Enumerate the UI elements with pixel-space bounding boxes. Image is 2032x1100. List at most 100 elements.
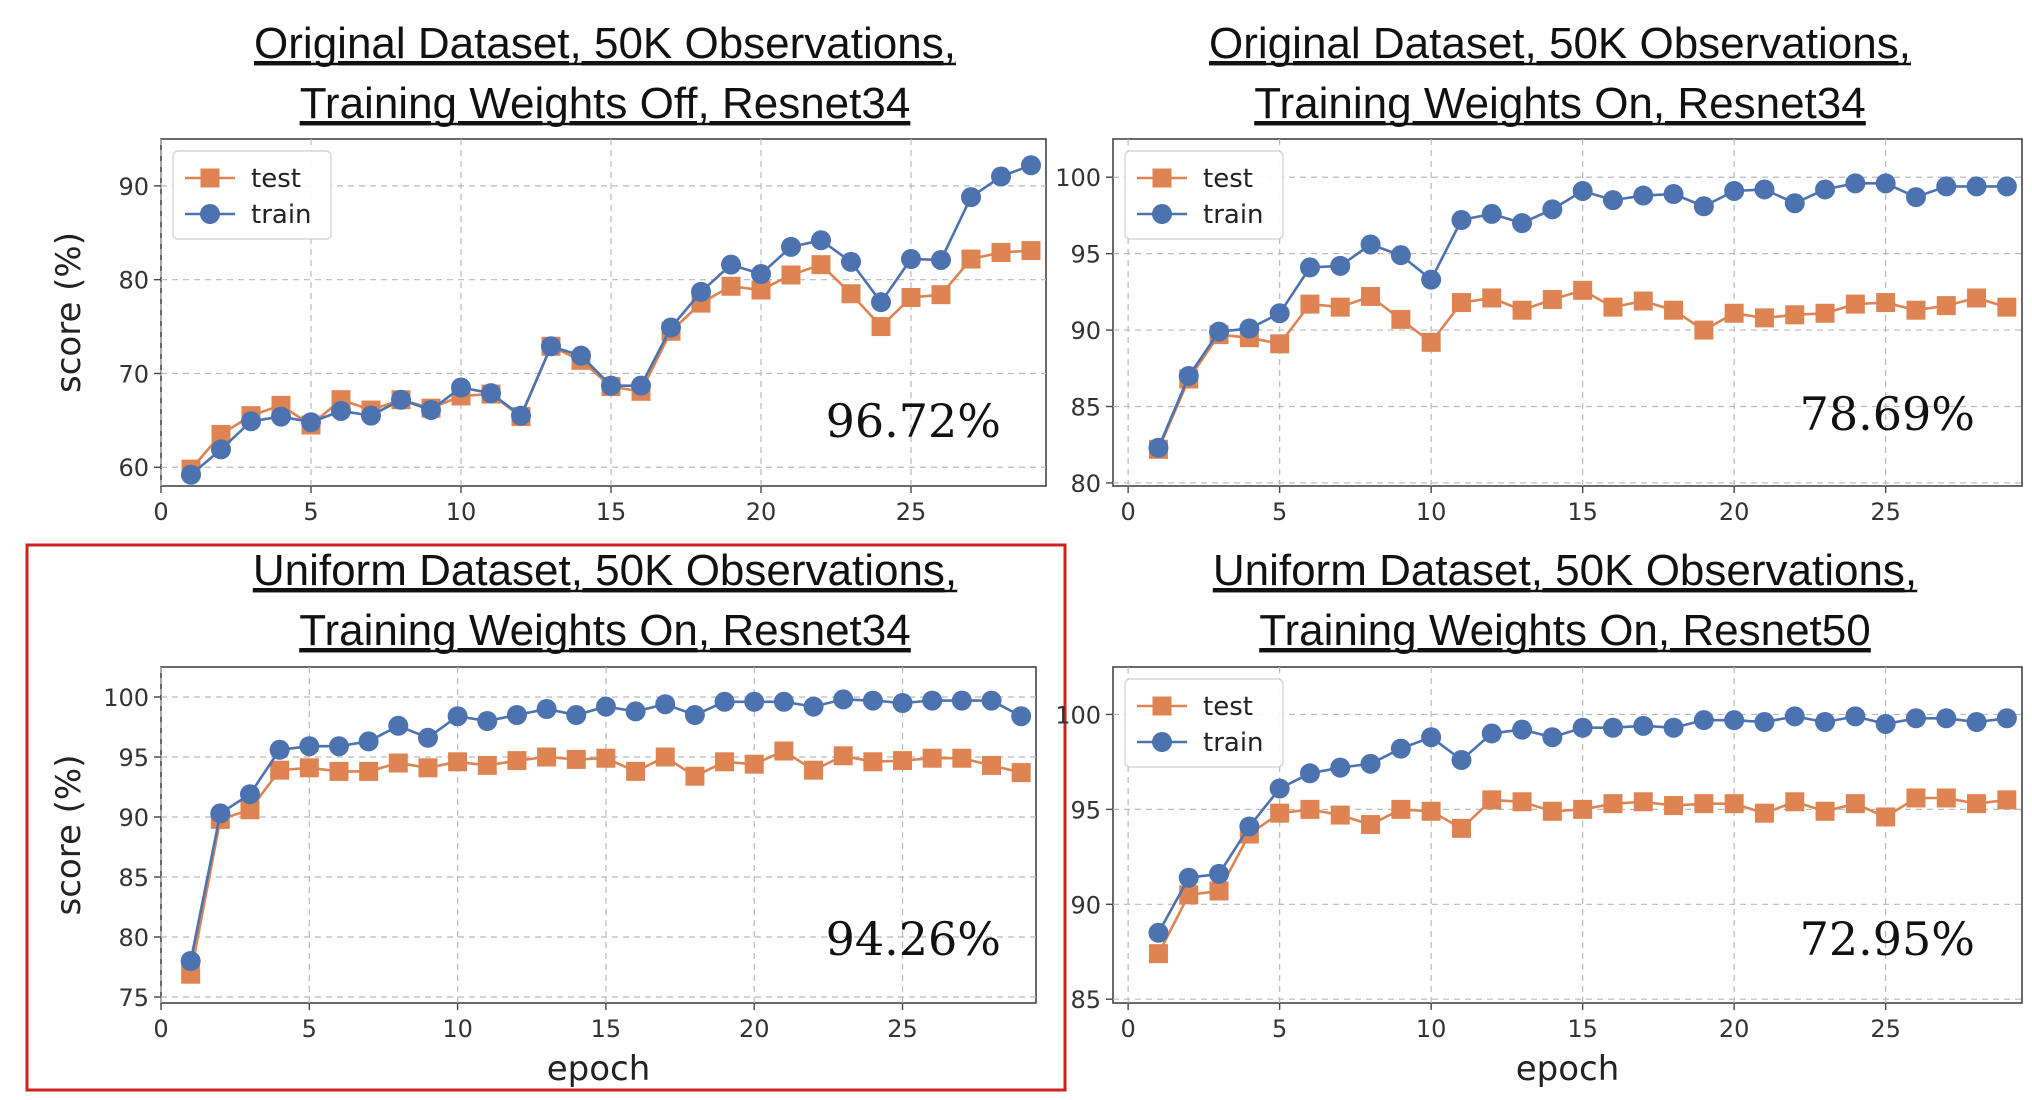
data-point-test — [952, 748, 972, 768]
data-point-train — [1875, 713, 1896, 734]
data-point-test — [1330, 805, 1350, 825]
chart-title-line-1: Uniform Dataset, 50K Observations, — [253, 546, 957, 595]
x-tick-label: 20 — [746, 498, 777, 526]
legend-label-test: test — [1203, 164, 1253, 194]
data-point-train — [1542, 199, 1563, 220]
data-point-train — [361, 405, 381, 426]
data-point-train — [1542, 727, 1563, 748]
data-point-train — [328, 736, 349, 757]
data-point-train — [1784, 193, 1805, 214]
data-point-train — [331, 400, 351, 421]
x-tick-label: 10 — [1416, 1015, 1447, 1043]
data-point-train — [892, 693, 913, 713]
data-point-test — [1845, 294, 1865, 314]
data-point-train — [1905, 708, 1926, 729]
data-point-test — [1815, 303, 1835, 323]
data-point-test — [448, 752, 468, 772]
data-point-train — [1239, 816, 1260, 837]
x-tick-label: 20 — [739, 1015, 770, 1043]
legend-label-test: test — [251, 164, 301, 194]
data-point-test — [922, 748, 942, 768]
data-point-test — [1906, 788, 1926, 808]
data-point-train — [744, 691, 765, 712]
data-point-test — [833, 746, 853, 766]
data-point-train — [421, 400, 441, 421]
data-point-test — [804, 760, 824, 780]
data-point-train — [862, 690, 883, 711]
data-point-test — [1542, 801, 1562, 821]
data-point-test — [1512, 792, 1532, 812]
data-point-train — [1481, 723, 1502, 744]
data-point-train — [922, 690, 943, 711]
data-point-train — [1663, 184, 1684, 205]
data-point-train — [1209, 321, 1230, 342]
data-point-test — [811, 255, 831, 275]
data-point-test — [1421, 332, 1441, 352]
data-point-train — [833, 689, 854, 710]
chart-title-line-2: Training Weights On, Resnet34 — [299, 606, 910, 655]
data-point-test — [901, 287, 921, 307]
data-point-test — [1967, 794, 1987, 814]
y-tick-label: 95 — [118, 744, 149, 772]
data-point-test — [751, 280, 771, 300]
data-point-test — [388, 753, 408, 773]
data-point-test — [1603, 794, 1623, 814]
data-point-test — [1876, 293, 1896, 313]
chart-title-line-1: Original Dataset, 50K Observations, — [1209, 19, 1911, 68]
data-point-train — [1421, 269, 1442, 290]
chart-title-line-1: Original Dataset, 50K Observations, — [254, 19, 956, 68]
data-point-train — [1845, 173, 1866, 194]
data-point-train — [1451, 750, 1472, 771]
data-point-test — [596, 748, 616, 768]
y-tick-label: 75 — [118, 984, 149, 1012]
data-point-test — [1906, 300, 1926, 320]
data-point-test — [1785, 792, 1805, 812]
legend-label-train: train — [251, 200, 312, 230]
data-point-train — [269, 739, 290, 760]
data-point-train — [1602, 717, 1623, 738]
data-point-train — [271, 406, 291, 427]
legend-label-test: test — [1203, 692, 1253, 722]
data-point-train — [684, 705, 705, 725]
data-point-train — [871, 292, 891, 313]
data-point-test — [1451, 293, 1471, 313]
data-point-train — [1299, 257, 1320, 278]
data-point-train — [773, 691, 794, 712]
x-tick-label: 15 — [591, 1015, 622, 1043]
data-point-train — [1451, 210, 1472, 231]
data-point-train — [1148, 437, 1169, 458]
data-point-test — [715, 752, 735, 772]
x-tick-label: 25 — [1870, 1015, 1901, 1043]
y-tick-label: 60 — [118, 454, 149, 482]
data-point-test — [1724, 794, 1744, 814]
data-point-test — [1179, 885, 1199, 905]
x-tick-label: 0 — [1121, 1015, 1136, 1043]
legend-marker-train — [1152, 204, 1172, 224]
data-point-train — [511, 405, 531, 426]
chart-panel-3: Uniform Dataset, 50K Observations, Traini… — [25, 543, 1067, 1092]
data-point-test — [1573, 280, 1593, 300]
data-point-train — [951, 690, 972, 711]
y-tick-label: 90 — [1070, 891, 1101, 919]
data-point-train — [1178, 365, 1199, 386]
data-point-test — [1633, 291, 1653, 311]
data-point-test — [1270, 803, 1290, 823]
data-point-train — [803, 696, 824, 717]
y-tick-label: 100 — [103, 684, 149, 712]
data-point-test — [781, 265, 801, 285]
data-point-train — [1602, 190, 1623, 211]
y-tick-label: 80 — [118, 267, 149, 295]
data-point-test — [1391, 309, 1411, 329]
data-point-train — [1724, 180, 1745, 201]
data-point-train — [1572, 180, 1593, 201]
data-point-test — [1361, 815, 1381, 835]
x-tick-label: 20 — [1719, 1015, 1750, 1043]
data-point-train — [1815, 179, 1836, 200]
data-point-test — [1997, 297, 2017, 317]
data-point-train — [1633, 715, 1654, 736]
data-point-train — [714, 691, 735, 712]
x-tick-label: 10 — [446, 498, 477, 526]
data-point-train — [541, 336, 561, 357]
data-point-train — [1148, 922, 1169, 943]
data-point-test — [1270, 334, 1290, 354]
